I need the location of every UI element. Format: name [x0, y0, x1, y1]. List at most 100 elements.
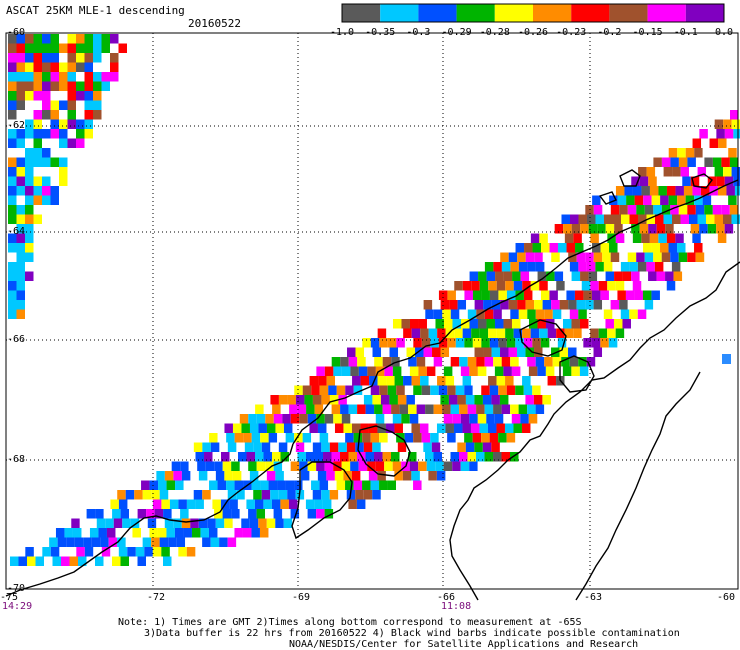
time-label-left: 14:29: [2, 601, 33, 612]
swath-pixel: [425, 309, 434, 319]
swath-pixel: [705, 214, 715, 224]
swath-pixel: [266, 518, 276, 528]
swath-pixel: [532, 338, 541, 348]
swath-pixel: [525, 300, 535, 310]
swath-pixel: [248, 509, 257, 519]
swath-pixel: [304, 442, 313, 452]
swath-pixel: [185, 537, 194, 547]
swath-pixel: [428, 328, 438, 338]
swath-pixel: [450, 404, 460, 414]
swath-pixel: [219, 537, 228, 547]
swath-pixel: [171, 461, 181, 471]
isolated-pixel: [722, 354, 731, 364]
swath-pixel: [78, 556, 87, 566]
swath-pixel: [197, 461, 206, 471]
swath-pixel: [238, 452, 247, 462]
swath-pixel: [50, 547, 60, 557]
swath-pixel: [411, 423, 420, 433]
swath-pixel: [488, 376, 497, 386]
swath-pixel: [578, 309, 587, 319]
swath-pixel: [365, 452, 375, 462]
swath-pixel: [617, 290, 626, 300]
swath-pixel: [290, 509, 300, 519]
swath-pixel: [333, 414, 342, 424]
swath-pixel: [370, 480, 380, 490]
swath-pixel: [246, 452, 256, 462]
swath-pixel: [420, 328, 429, 338]
swath-pixel: [636, 252, 645, 262]
swath-pixel: [408, 452, 417, 462]
swath-pixel: [137, 556, 146, 566]
swath-pixel: [295, 442, 305, 452]
swath-pixel: [704, 157, 713, 167]
swath-pixel: [374, 357, 383, 367]
swath-pixel: [694, 148, 703, 158]
swath-pixel: [110, 53, 119, 63]
swath-pixel: [49, 537, 58, 547]
swath-pixel: [729, 157, 739, 167]
swath-pixel: [474, 300, 484, 310]
swath-pixel: [607, 281, 616, 291]
swath-pixel: [33, 129, 42, 139]
swath-pixel: [55, 528, 65, 538]
swath-pixel: [365, 404, 375, 414]
swath-pixel: [591, 338, 601, 348]
swath-pixel: [241, 518, 250, 528]
swath-pixel: [217, 480, 227, 490]
swath-pixel: [680, 214, 689, 224]
swath-pixel: [195, 499, 204, 509]
swath-pixel: [396, 385, 405, 395]
swath-pixel: [511, 319, 521, 329]
swath-pixel: [440, 442, 449, 452]
swath-pixel: [464, 433, 473, 443]
swath-pixel: [637, 262, 647, 272]
swath-pixel: [42, 547, 51, 557]
swath-pixel: [600, 243, 610, 253]
swath-pixel: [8, 262, 17, 272]
swath-pixel: [374, 452, 383, 462]
swath-pixel: [561, 357, 570, 367]
swath-pixel: [482, 442, 492, 452]
swath-pixel: [42, 100, 51, 110]
swath-pixel: [528, 366, 538, 376]
swath-pixel: [680, 167, 690, 177]
swath-pixel: [270, 490, 279, 500]
swath-pixel: [103, 556, 112, 566]
swath-pixel: [654, 214, 664, 224]
swath-pixel: [134, 490, 143, 500]
swath-pixel: [613, 319, 623, 329]
swath-pixel: [685, 243, 695, 253]
swath-pixel: [25, 224, 34, 234]
swath-pixel: [108, 537, 118, 547]
swath-pixel: [421, 433, 431, 443]
swath-pixel: [42, 195, 51, 205]
swath-pixel: [16, 53, 25, 63]
swath-pixel: [192, 480, 201, 490]
swath-pixel: [632, 186, 642, 196]
swath-pixel: [25, 167, 34, 177]
swath-pixel: [76, 91, 85, 101]
swath-pixel: [93, 100, 102, 110]
swath-pixel: [643, 243, 652, 253]
swath-pixel: [403, 328, 412, 338]
swath-pixel: [678, 157, 688, 167]
swath-pixel: [8, 309, 17, 319]
swath-pixel: [515, 385, 524, 395]
swath-pixel: [535, 262, 545, 272]
swath-pixel: [401, 414, 410, 424]
swath-pixel: [586, 262, 596, 272]
swath-pixel: [459, 404, 468, 414]
swath-pixel: [605, 319, 614, 329]
swath-pixel: [491, 442, 500, 452]
colorbar-swatch: [418, 4, 457, 22]
swath-pixel: [25, 91, 34, 101]
swath-pixel: [352, 376, 361, 386]
swath-pixel: [453, 423, 463, 433]
swath-pixel: [460, 414, 470, 424]
swath-pixel: [16, 138, 25, 148]
swath-pixel: [457, 442, 466, 452]
swath-pixel: [731, 167, 740, 177]
swath-pixel: [527, 404, 536, 414]
swath-pixel: [348, 357, 358, 367]
swath-pixel: [496, 423, 505, 433]
